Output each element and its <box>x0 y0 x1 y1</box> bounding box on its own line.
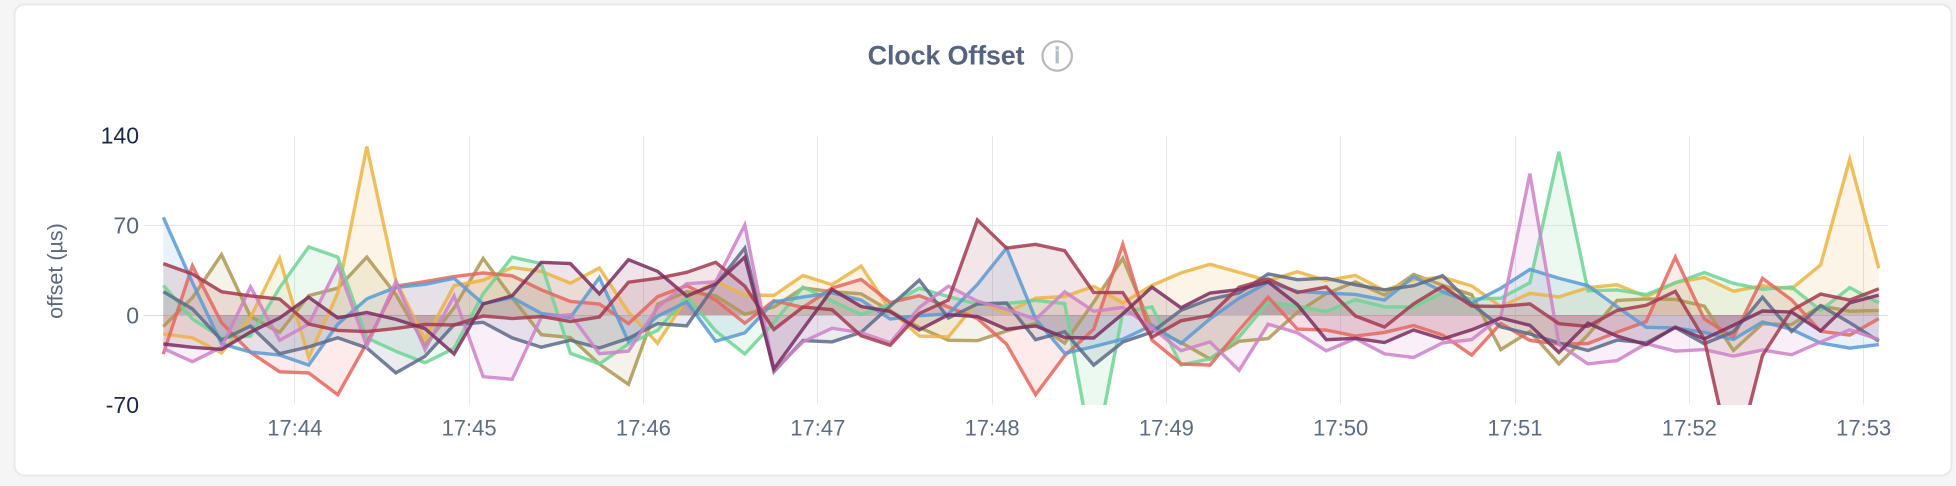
svg-text:17:44: 17:44 <box>267 416 322 441</box>
svg-text:offset (µs): offset (µs) <box>44 223 68 319</box>
svg-text:17:49: 17:49 <box>1139 416 1194 441</box>
svg-text:140: 140 <box>101 122 139 148</box>
svg-text:Clock Offset: Clock Offset <box>868 41 1025 71</box>
svg-text:17:51: 17:51 <box>1487 416 1542 441</box>
svg-text:17:48: 17:48 <box>965 416 1020 441</box>
svg-text:0: 0 <box>126 302 139 328</box>
svg-text:17:46: 17:46 <box>616 416 671 441</box>
svg-text:-70: -70 <box>106 392 139 418</box>
svg-text:17:53: 17:53 <box>1836 416 1891 441</box>
svg-text:70: 70 <box>113 212 139 238</box>
svg-text:17:45: 17:45 <box>442 416 497 441</box>
svg-text:17:50: 17:50 <box>1313 416 1368 441</box>
svg-text:17:47: 17:47 <box>790 416 845 441</box>
svg-text:17:52: 17:52 <box>1662 416 1717 441</box>
